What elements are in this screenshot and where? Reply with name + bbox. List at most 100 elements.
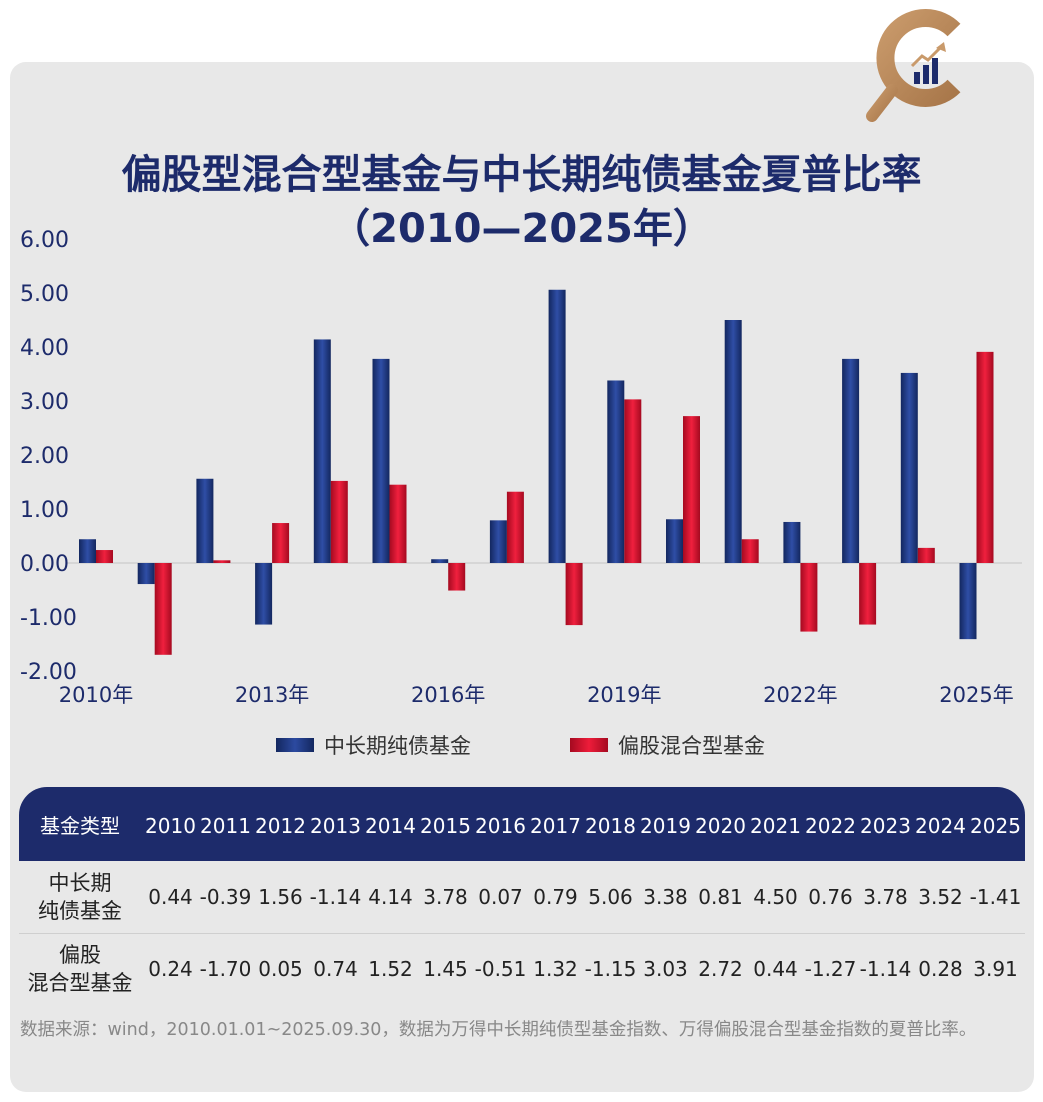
legend-item-series2: 偏股混合型基金	[570, 728, 765, 762]
header-year: 2023	[860, 814, 911, 838]
bar-bond-2022	[783, 521, 801, 563]
cell-bond-value: 4.50	[753, 885, 798, 909]
table-header: 基金类型 2010 2011 2012 2013 2014 2015 2016 2017 201…	[19, 787, 1025, 861]
cell-equity-value: 0.24	[148, 957, 193, 981]
cell-equity-value: 2.72	[698, 957, 743, 981]
y-tick-label: 6.00	[20, 228, 69, 253]
row1-label-line1: 中长期	[48, 871, 112, 895]
bar-bond-2023	[842, 358, 860, 563]
y-tick-label: 1.00	[20, 498, 69, 523]
bar-bond-2025	[959, 563, 977, 640]
header-year: 2019	[640, 814, 691, 838]
chart-title-line2: （2010—2025年）	[330, 206, 713, 252]
x-tick-label: 2022年	[763, 683, 837, 707]
cell-bond-value: 3.78	[863, 885, 908, 909]
row-divider	[19, 933, 1025, 934]
bar-equity-2015	[389, 484, 407, 563]
cell-bond-value: -1.14	[309, 885, 362, 909]
cell-equity-value: -1.27	[804, 957, 857, 981]
bar-bond-2010	[79, 539, 96, 563]
x-tick-label: 2025年	[939, 683, 1013, 707]
x-tick-label: 2016年	[411, 683, 485, 707]
bar-bond-2013	[255, 563, 273, 625]
header-year: 2021	[750, 814, 801, 838]
cell-equity-value: -1.15	[584, 957, 637, 981]
row1-label-line2: 纯债基金	[38, 899, 122, 923]
header-year: 2024	[915, 814, 966, 838]
cell-bond-value: 0.81	[698, 885, 743, 909]
y-tick-label: 3.00	[20, 390, 69, 415]
header-year: 2015	[420, 814, 471, 838]
header-year: 2017	[530, 814, 581, 838]
chart-title-line1: 偏股型混合型基金与中长期纯债基金夏普比率	[121, 152, 922, 198]
bar-bond-2014	[313, 339, 331, 563]
data-table: 基金类型 2010 2011 2012 2013 2014 2015 2016 2017 201…	[19, 787, 1025, 1005]
x-tick-label: 2013年	[235, 683, 309, 707]
bar-bond-2018	[548, 289, 566, 563]
cell-bond-value: 0.07	[478, 885, 523, 909]
header-year: 2016	[475, 814, 526, 838]
cell-bond-value: 0.76	[808, 885, 853, 909]
bar-equity-2017	[506, 491, 524, 563]
cell-equity-value: 0.28	[918, 957, 963, 981]
bar-equity-2024	[917, 547, 935, 563]
y-tick-label: 4.00	[20, 336, 69, 361]
header-year: 2012	[255, 814, 306, 838]
header-year: 2025	[970, 814, 1021, 838]
y-tick-label: 0.00	[20, 552, 69, 577]
bar-bond-2024	[900, 372, 918, 563]
legend-label-series1: 中长期纯债基金	[324, 734, 471, 758]
bar-bond-2017	[489, 520, 507, 563]
cell-equity-value: 0.05	[258, 957, 303, 981]
header-year: 2010	[145, 814, 196, 838]
bar-equity-2010	[96, 550, 113, 563]
cell-equity-value: 1.32	[533, 957, 578, 981]
y-tick-label: -2.00	[20, 660, 77, 685]
header-year: 2011	[200, 814, 251, 838]
source-note: 数据来源：wind，2010.01.01~2025.09.30，数据为万得中长期…	[20, 1020, 977, 1040]
bar-bond-2011	[137, 563, 155, 585]
brand-logo-icon	[866, 9, 961, 122]
cell-bond-value: 4.14	[368, 885, 413, 909]
cell-equity-value: -1.70	[199, 957, 252, 981]
legend-item-series1: 中长期纯债基金	[276, 728, 471, 762]
cell-equity-value: 1.52	[368, 957, 413, 981]
legend-label-series2: 偏股混合型基金	[618, 734, 765, 758]
cell-bond-value: -0.39	[199, 885, 252, 909]
header-year: 2022	[805, 814, 856, 838]
bar-bond-2012	[196, 478, 214, 563]
cell-equity-value: 3.91	[973, 957, 1018, 981]
cell-equity-value: -0.51	[474, 957, 527, 981]
bar-equity-2023	[859, 563, 877, 625]
bar-equity-2025	[976, 351, 994, 563]
y-tick-label: 5.00	[20, 282, 69, 307]
bar-chart: 6.005.004.003.002.001.000.00-1.00-2.0020…	[20, 228, 1022, 707]
cell-equity-value: -1.14	[859, 957, 912, 981]
y-tick-label: 2.00	[20, 444, 69, 469]
cell-equity-value: 1.45	[423, 957, 468, 981]
bar-bond-2016	[431, 559, 449, 563]
cell-equity-value: 0.74	[313, 957, 358, 981]
cell-bond-value: 5.06	[588, 885, 633, 909]
cell-bond-value: 3.78	[423, 885, 468, 909]
header-year: 2013	[310, 814, 361, 838]
legend-swatch-red	[570, 738, 608, 752]
bar-equity-2011	[154, 563, 172, 655]
bar-equity-2020	[683, 416, 700, 563]
bar-equity-2019	[624, 399, 642, 563]
row1-label: 中长期 纯债基金	[25, 861, 135, 933]
row2-label-line2: 混合型基金	[27, 971, 133, 995]
bar-bond-2019	[607, 380, 625, 563]
table-row-bond: 中长期 纯债基金 0.44 -0.39 1.56 -1.14 4.14 3.78 0.07 0…	[19, 861, 1025, 933]
legend-swatch-blue	[276, 738, 314, 752]
row2-label: 偏股 混合型基金	[19, 933, 141, 1005]
header-label: 基金类型	[40, 814, 120, 838]
x-tick-label: 2010年	[59, 683, 133, 707]
cell-bond-value: 3.52	[918, 885, 963, 909]
bar-equity-2022	[800, 563, 818, 632]
cell-equity-value: 0.44	[753, 957, 798, 981]
header-year: 2014	[365, 814, 416, 838]
bar-equity-2016	[448, 563, 466, 591]
table-row-equity: 偏股 混合型基金 0.24 -1.70 0.05 0.74 1.52 1.45 -0.51 1…	[19, 933, 1025, 1005]
header-year: 2018	[585, 814, 636, 838]
